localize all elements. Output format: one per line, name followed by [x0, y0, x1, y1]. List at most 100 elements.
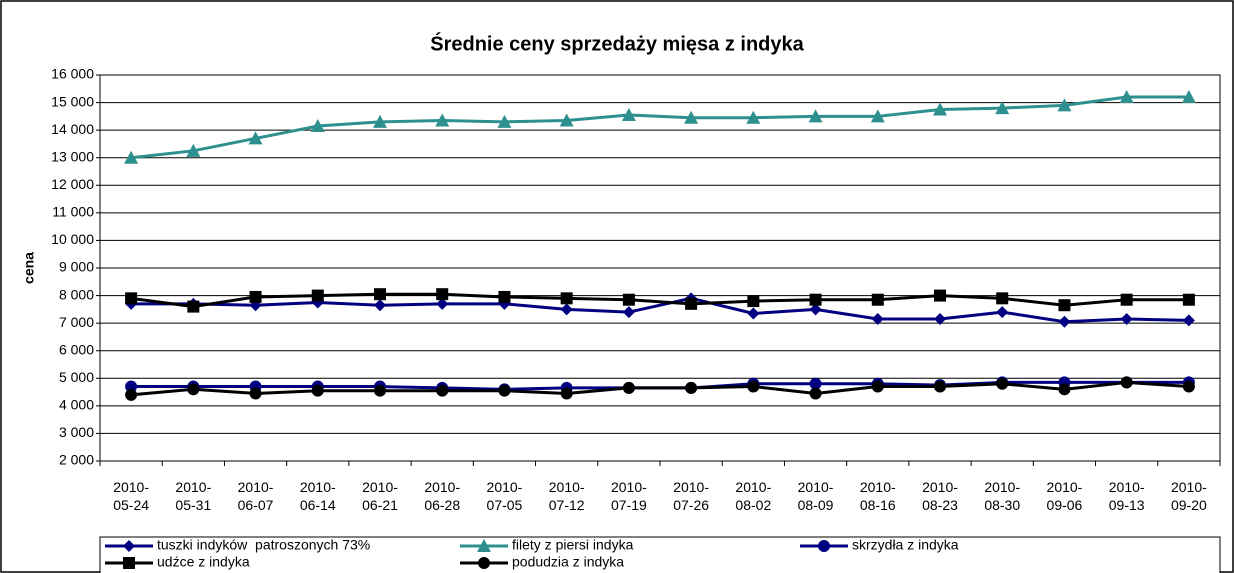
x-tick-label: 2010-08-30: [984, 479, 1021, 513]
y-tick-label: 16 000: [51, 66, 94, 82]
x-tick-label: 2010-09-06: [1046, 479, 1083, 513]
marker: [746, 110, 761, 124]
x-tick-label: 2010-09-20: [1170, 479, 1207, 513]
marker: [684, 110, 699, 124]
y-tick-label: 9 000: [59, 259, 94, 275]
marker: [373, 114, 387, 128]
marker: [934, 289, 946, 302]
marker: [934, 380, 946, 393]
marker: [1182, 380, 1195, 393]
marker: [996, 292, 1009, 305]
marker: [248, 131, 263, 145]
series-line: [130, 95, 1189, 160]
marker: [995, 101, 1010, 115]
y-tick-label: 3 000: [59, 424, 94, 440]
marker: [933, 102, 947, 116]
marker: [1182, 293, 1195, 306]
marker: [374, 299, 386, 312]
marker: [123, 540, 135, 552]
legend-box: [99, 536, 1221, 573]
marker: [310, 119, 325, 133]
marker: [125, 380, 138, 393]
marker: [747, 295, 760, 308]
x-tick-label: 2010-08-09: [797, 479, 834, 513]
marker: [123, 557, 135, 569]
legend-label: tuszki indyków patroszonych 73%: [157, 537, 370, 553]
marker: [124, 150, 139, 164]
x-tick-label: 2010-05-24: [113, 479, 150, 513]
series-line: [130, 380, 1189, 397]
marker: [685, 297, 698, 310]
marker: [186, 143, 201, 157]
marker: [871, 293, 884, 306]
x-tick-label: 2010-07-26: [673, 479, 710, 513]
marker: [1058, 315, 1071, 328]
marker: [311, 289, 324, 302]
marker: [809, 377, 822, 390]
marker: [498, 384, 511, 397]
marker: [809, 387, 822, 400]
marker: [249, 290, 262, 303]
marker: [1182, 314, 1195, 327]
marker: [809, 293, 822, 306]
marker: [1181, 90, 1196, 104]
y-tick-label: 14 000: [51, 121, 94, 137]
marker: [311, 384, 324, 397]
marker: [1057, 98, 1072, 112]
marker: [1058, 299, 1071, 312]
marker: [498, 290, 511, 303]
marker: [1119, 90, 1134, 104]
marker: [374, 288, 386, 301]
x-tick-label: 2010-07-19: [610, 479, 647, 513]
x-tick-label: 2010-08-02: [735, 479, 772, 513]
marker: [477, 539, 491, 552]
marker: [996, 306, 1009, 319]
marker: [622, 381, 635, 394]
marker: [621, 107, 636, 121]
marker: [374, 384, 386, 397]
series-line: [131, 296, 1189, 324]
y-tick-label: 10 000: [51, 231, 94, 247]
marker: [559, 113, 574, 127]
marker: [1120, 376, 1133, 389]
legend-label: skrzydła z indyka: [852, 537, 959, 553]
y-tick-label: 5 000: [59, 369, 94, 385]
y-tick-label: 12 000: [51, 176, 94, 192]
marker: [1120, 313, 1133, 326]
marker: [996, 377, 1009, 390]
x-tick-label: 2010-08-23: [922, 479, 958, 513]
marker: [871, 380, 884, 393]
chart-title: Średnie ceny sprzedaży mięsa z indyka: [430, 31, 804, 55]
marker: [436, 288, 449, 301]
x-tick-label: 2010-06-28: [424, 479, 461, 513]
marker: [187, 300, 200, 313]
marker: [808, 109, 823, 123]
marker: [870, 109, 885, 123]
marker: [435, 113, 450, 127]
marker: [560, 303, 573, 316]
legend-label: filety z piersi indyka: [512, 537, 634, 553]
series-line: [130, 292, 1189, 309]
marker: [125, 292, 138, 305]
marker: [125, 388, 138, 401]
legend-label: podudzia z indyka: [512, 554, 624, 570]
y-tick-label: 11 000: [52, 204, 94, 220]
marker: [747, 307, 760, 320]
marker: [871, 313, 884, 326]
marker: [1058, 383, 1071, 396]
x-tick-label: 2010-07-05: [486, 479, 523, 513]
marker: [747, 380, 760, 393]
marker: [249, 387, 262, 400]
x-tick-label: 2010-06-21: [362, 479, 398, 513]
y-tick-label: 13 000: [51, 148, 94, 164]
marker: [934, 313, 946, 326]
x-tick-label: 2010-06-14: [299, 479, 336, 513]
x-tick-label: 2010-07-12: [548, 479, 585, 513]
marker: [560, 387, 573, 400]
marker: [818, 540, 830, 552]
y-tick-label: 4 000: [59, 397, 94, 413]
marker: [187, 383, 200, 396]
